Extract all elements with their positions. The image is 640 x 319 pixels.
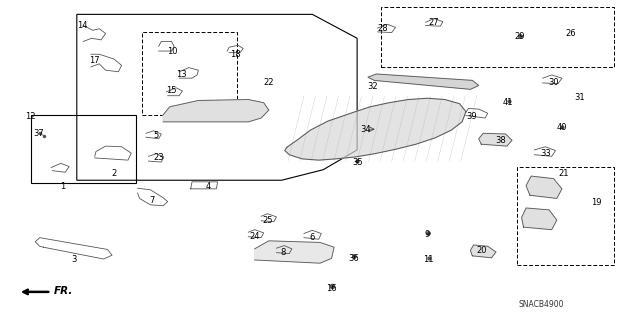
Text: 11: 11 [424,256,434,264]
Text: 5: 5 [153,131,158,140]
Text: 38: 38 [495,136,506,145]
Bar [142,32,237,115]
Text: 6: 6 [310,233,315,242]
Text: 16: 16 [326,284,337,293]
Text: 27: 27 [429,18,439,27]
Bar [31,115,136,183]
Text: 7: 7 [150,197,155,205]
Text: 34: 34 [361,125,371,134]
Text: 33: 33 [540,149,550,158]
Text: 39: 39 [467,112,477,121]
Text: 12: 12 [26,112,36,121]
Text: 20: 20 [477,246,487,255]
Text: 30: 30 [548,78,559,87]
Text: 28: 28 [378,24,388,33]
Polygon shape [285,98,466,160]
Text: 32: 32 [367,82,378,91]
Polygon shape [470,245,496,258]
Text: 31: 31 [574,93,584,102]
Text: 22: 22 [264,78,274,87]
Text: 29: 29 [515,32,525,41]
Text: 37: 37 [33,130,44,138]
Text: 35: 35 [352,158,362,167]
Text: FR.: FR. [54,286,73,296]
Text: 9: 9 [425,230,430,239]
Text: 36: 36 [349,254,359,263]
Text: 2: 2 [111,169,116,178]
Text: 14: 14 [77,21,87,30]
Text: 1: 1 [60,182,65,191]
Text: 25: 25 [262,216,273,225]
Text: 18: 18 [230,50,241,59]
Polygon shape [479,133,512,146]
Text: 8: 8 [281,248,286,256]
Text: 40: 40 [557,123,567,132]
Polygon shape [255,241,334,263]
Bar [381,7,614,67]
Text: 19: 19 [591,198,602,207]
Text: 4: 4 [205,182,211,191]
Text: SNACB4900: SNACB4900 [518,300,564,309]
Text: 41: 41 [502,98,513,107]
Polygon shape [163,100,269,122]
Polygon shape [368,74,479,89]
Text: 15: 15 [166,86,177,95]
Polygon shape [522,208,557,230]
Text: 26: 26 [566,29,576,38]
Text: 21: 21 [558,169,568,178]
Text: 3: 3 [71,256,76,264]
Polygon shape [526,176,562,198]
Text: 17: 17 [90,56,100,65]
Bar [517,167,614,265]
Text: 10: 10 [168,47,178,56]
Text: 24: 24 [250,232,260,241]
Text: 13: 13 [176,70,186,79]
Text: 23: 23 [154,153,164,162]
